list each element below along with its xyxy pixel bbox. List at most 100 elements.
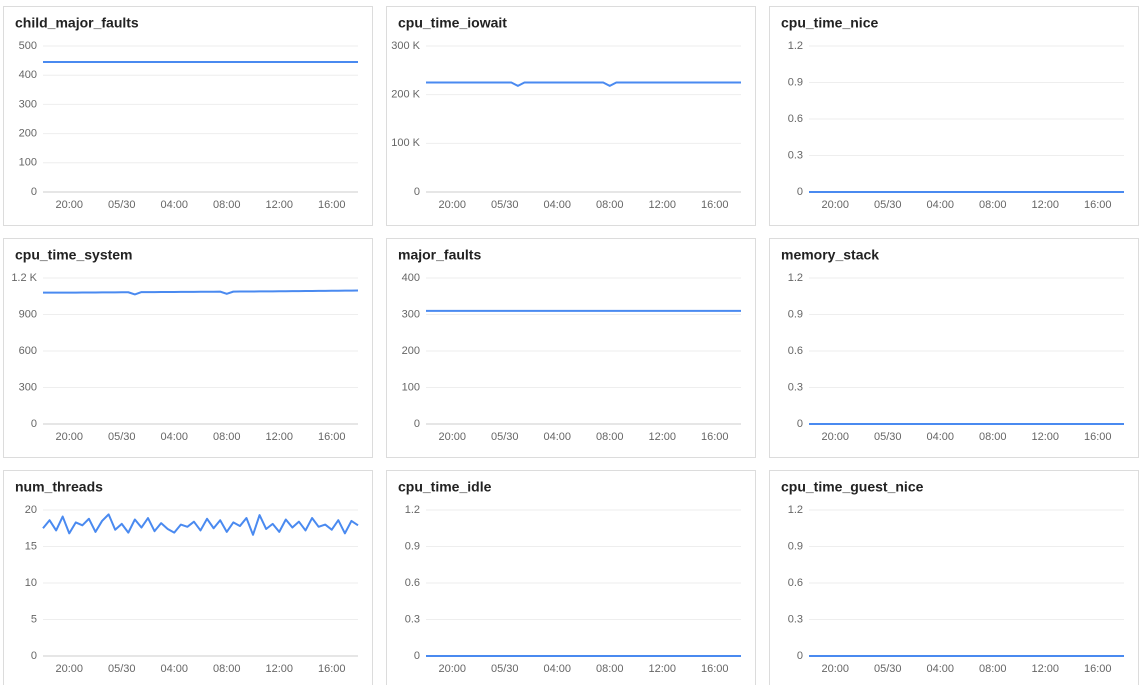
x-tick-label: 20:00 <box>821 199 849 211</box>
y-tick-label: 0 <box>31 650 37 662</box>
line <box>42 513 359 536</box>
chart-title: memory_stack <box>781 247 879 263</box>
chart-title: cpu_time_system <box>15 247 133 263</box>
panel <box>386 470 756 685</box>
chart-title: cpu_time_nice <box>781 15 878 31</box>
x-tick-label: 20:00 <box>821 431 849 443</box>
x-tick-label: 16:00 <box>1084 663 1112 675</box>
x-tick-label: 04:00 <box>543 199 571 211</box>
x-tick-label: 08:00 <box>596 431 624 443</box>
y-tick-label: 500 <box>19 40 37 52</box>
y-tick-label: 0.6 <box>788 345 803 357</box>
y-tick-label: 10 <box>25 577 37 589</box>
y-tick-label: 200 K <box>391 89 420 101</box>
x-tick-label: 04:00 <box>926 663 954 675</box>
x-tick-label: 16:00 <box>318 199 346 211</box>
y-tick-label: 100 <box>19 157 37 169</box>
x-tick-label: 16:00 <box>1084 431 1112 443</box>
y-tick-label: 200 <box>19 128 37 140</box>
x-tick-label: 12:00 <box>1031 431 1059 443</box>
x-tick-label: 16:00 <box>701 431 729 443</box>
chart-title: cpu_time_idle <box>398 479 492 495</box>
x-tick-label: 04:00 <box>543 431 571 443</box>
y-tick-label: 300 <box>402 308 420 320</box>
x-tick-label: 16:00 <box>701 199 729 211</box>
x-tick-label: 05/30 <box>108 199 136 211</box>
chart-title: num_threads <box>15 479 103 495</box>
x-tick-label: 12:00 <box>1031 199 1059 211</box>
y-tick-label: 1.2 <box>788 272 803 284</box>
y-tick-label: 0.3 <box>788 613 803 625</box>
x-tick-label: 05/30 <box>491 663 519 675</box>
x-tick-label: 20:00 <box>438 199 466 211</box>
x-tick-label: 08:00 <box>213 431 241 443</box>
x-tick-label: 05/30 <box>491 431 519 443</box>
y-tick-label: 300 <box>19 381 37 393</box>
chart-title: major_faults <box>398 247 481 263</box>
y-tick-label: 100 <box>402 381 420 393</box>
y-tick-label: 0.3 <box>788 149 803 161</box>
x-tick-label: 04:00 <box>926 431 954 443</box>
y-tick-label: 1.2 <box>788 504 803 516</box>
y-tick-label: 0.6 <box>405 577 420 589</box>
x-tick-label: 20:00 <box>55 431 83 443</box>
x-tick-label: 16:00 <box>701 663 729 675</box>
y-tick-label: 0 <box>797 650 803 662</box>
x-tick-label: 20:00 <box>821 663 849 675</box>
x-tick-label: 08:00 <box>213 199 241 211</box>
x-tick-label: 16:00 <box>318 431 346 443</box>
x-tick-label: 08:00 <box>979 663 1007 675</box>
y-tick-label: 0 <box>31 186 37 198</box>
y-tick-label: 0 <box>31 418 37 430</box>
y-tick-label: 400 <box>19 69 37 81</box>
y-tick-label: 0 <box>414 650 420 662</box>
x-tick-label: 05/30 <box>108 431 136 443</box>
x-tick-label: 12:00 <box>648 431 676 443</box>
x-tick-label: 12:00 <box>648 663 676 675</box>
chart-title: cpu_time_iowait <box>398 15 507 31</box>
x-tick-label: 12:00 <box>648 199 676 211</box>
x-tick-label: 20:00 <box>55 663 83 675</box>
x-tick-label: 08:00 <box>596 663 624 675</box>
y-tick-label: 0.6 <box>788 577 803 589</box>
y-tick-label: 0.9 <box>788 308 803 320</box>
chart-title: child_major_faults <box>15 15 139 31</box>
x-tick-label: 08:00 <box>596 199 624 211</box>
y-tick-label: 1.2 <box>788 40 803 52</box>
y-tick-label: 0.6 <box>788 113 803 125</box>
x-tick-label: 12:00 <box>265 431 293 443</box>
y-tick-label: 400 <box>402 272 420 284</box>
y-tick-label: 20 <box>25 504 37 516</box>
panel <box>769 470 1139 685</box>
x-tick-label: 04:00 <box>160 663 188 675</box>
y-tick-label: 200 <box>402 345 420 357</box>
y-tick-label: 0.9 <box>788 76 803 88</box>
x-tick-label: 04:00 <box>160 199 188 211</box>
x-tick-label: 04:00 <box>543 663 571 675</box>
panel <box>386 6 756 226</box>
y-tick-label: 0 <box>797 418 803 430</box>
y-tick-label: 0 <box>414 186 420 198</box>
x-tick-label: 16:00 <box>1084 199 1112 211</box>
x-tick-label: 04:00 <box>160 431 188 443</box>
y-tick-label: 0 <box>797 186 803 198</box>
panel <box>3 470 373 685</box>
y-tick-label: 300 K <box>391 40 420 52</box>
x-tick-label: 05/30 <box>491 199 519 211</box>
y-tick-label: 600 <box>19 345 37 357</box>
y-tick-label: 1.2 K <box>11 272 37 284</box>
x-tick-label: 20:00 <box>438 431 466 443</box>
y-tick-label: 900 <box>19 308 37 320</box>
y-tick-label: 0.9 <box>788 540 803 552</box>
y-tick-label: 300 <box>19 98 37 110</box>
y-tick-label: 15 <box>25 540 37 552</box>
panel <box>769 6 1139 226</box>
x-tick-label: 08:00 <box>979 431 1007 443</box>
y-tick-label: 0.3 <box>788 381 803 393</box>
panel <box>3 238 373 458</box>
y-tick-label: 0 <box>414 418 420 430</box>
y-tick-label: 100 K <box>391 137 420 149</box>
x-tick-label: 04:00 <box>926 199 954 211</box>
x-tick-label: 05/30 <box>874 431 902 443</box>
